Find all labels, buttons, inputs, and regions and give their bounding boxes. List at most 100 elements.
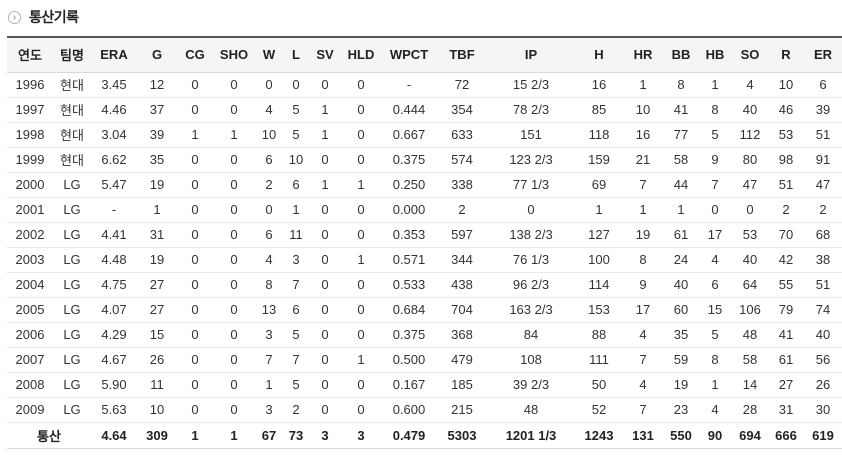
table-cell: 88	[575, 322, 623, 348]
table-cell: LG	[53, 222, 91, 248]
table-cell: 0	[177, 272, 213, 298]
table-cell: 현대	[53, 72, 91, 98]
table-cell: 1998	[7, 122, 53, 148]
table-cell: 7	[623, 172, 663, 198]
table-cell: 16	[575, 72, 623, 98]
table-cell: 0	[309, 72, 341, 98]
table-cell: 8	[699, 347, 731, 373]
table-cell: 185	[437, 372, 487, 398]
table-cell: 0	[699, 197, 731, 223]
total-cell: 1201 1/3	[487, 421, 575, 449]
table-cell: LG	[53, 247, 91, 273]
table-cell: 1	[575, 197, 623, 223]
total-cell: 619	[803, 421, 842, 449]
table-cell: 4.48	[91, 247, 137, 273]
table-cell: 1	[255, 372, 283, 398]
table-cell: 11	[137, 372, 177, 398]
table-cell: 2001	[7, 197, 53, 223]
table-cell: 5.90	[91, 372, 137, 398]
table-cell: 40	[803, 322, 842, 348]
table-cell: 26	[803, 372, 842, 398]
total-row-label: 통산	[7, 421, 91, 449]
table-cell: 479	[437, 347, 487, 373]
table-cell: 151	[487, 122, 575, 148]
table-cell: 1	[341, 172, 381, 198]
table-cell: 5	[283, 322, 309, 348]
table-cell: 6	[255, 147, 283, 173]
table-cell: 19	[137, 172, 177, 198]
table-cell: 19	[623, 222, 663, 248]
table-cell: 48	[487, 397, 575, 423]
total-cell: 3	[341, 421, 381, 449]
table-cell: 2004	[7, 272, 53, 298]
table-cell: 1	[213, 122, 255, 148]
table-cell: 27	[137, 272, 177, 298]
table-cell: 7	[623, 397, 663, 423]
table-cell: 1	[177, 122, 213, 148]
table-cell: 0.353	[381, 222, 437, 248]
table-cell: 5	[283, 372, 309, 398]
table-cell: 111	[575, 347, 623, 373]
table-cell: 4	[699, 247, 731, 273]
table-cell: 0	[309, 297, 341, 323]
table-cell: 0	[341, 97, 381, 123]
table-cell: 0	[213, 172, 255, 198]
table-cell: 10	[255, 122, 283, 148]
table-cell: 27	[137, 297, 177, 323]
table-cell: 4.41	[91, 222, 137, 248]
chevron-circle-icon: ›	[8, 10, 21, 24]
table-cell: 3	[255, 397, 283, 423]
total-cell: 666	[769, 421, 803, 449]
table-cell: 30	[803, 397, 842, 423]
table-cell: 3	[283, 247, 309, 273]
table-cell: 0	[177, 172, 213, 198]
table-row: 1999 현대 6.62 35 0 0 6 10 0 0 0.375 574 123 2/3 159 21 5…	[7, 147, 842, 173]
table-row: 2008 LG 5.90 11 0 0 1 5 0 0 0.167 185 39 2/3 50 4 19 1 14…	[7, 372, 842, 398]
table-cell: 84	[487, 322, 575, 348]
table-row: 2002 LG 4.41 31 0 0 6 11 0 0 0.353 597 138 2/3 127 19 6…	[7, 222, 842, 248]
table-cell: LG	[53, 272, 91, 298]
table-cell: 56	[803, 347, 842, 373]
table-cell: 60	[663, 297, 699, 323]
table-cell: 0	[309, 247, 341, 273]
column-header: CG	[177, 37, 213, 73]
table-cell: 15 2/3	[487, 72, 575, 98]
table-cell: 0	[341, 297, 381, 323]
table-cell: 39	[137, 122, 177, 148]
total-cell: 0.479	[381, 421, 437, 449]
table-cell: 41	[769, 322, 803, 348]
table-cell: 0	[255, 72, 283, 98]
table-row: 2006 LG 4.29 15 0 0 3 5 0 0 0.375 368 84 88 4 35 5 48 41 40	[7, 322, 842, 348]
table-cell: 19	[137, 247, 177, 273]
table-cell: 85	[575, 97, 623, 123]
table-cell: 35	[137, 147, 177, 173]
table-cell: 4.75	[91, 272, 137, 298]
table-cell: 704	[437, 297, 487, 323]
table-cell: 0	[213, 97, 255, 123]
table-cell: 0.533	[381, 272, 437, 298]
table-cell: 114	[575, 272, 623, 298]
table-row: 2007 LG 4.67 26 0 0 7 7 0 1 0.500 479 108 111 7 59 8 58 61…	[7, 347, 842, 373]
table-cell: 0	[487, 197, 575, 223]
table-row: 1998 현대 3.04 39 1 1 10 5 1 0 0.667 633 151 118 16 77 5 11…	[7, 122, 842, 148]
table-cell: 현대	[53, 147, 91, 173]
table-cell: 2	[255, 172, 283, 198]
table-cell: 2	[437, 197, 487, 223]
table-head: 연도 팀명 ERA G CG SHO W L SV HLD WPCT TBF IP H HR BB HB SO R E…	[7, 37, 842, 73]
table-cell: 0	[309, 372, 341, 398]
table-cell: 13	[255, 297, 283, 323]
table-cell: 31	[137, 222, 177, 248]
table-cell: 3.04	[91, 122, 137, 148]
table-cell: -	[381, 72, 437, 98]
table-cell: 96 2/3	[487, 272, 575, 298]
table-row: 2000 LG 5.47 19 0 0 2 6 1 1 0.250 338 77 1/3 69 7 44 7 47…	[7, 172, 842, 198]
table-cell: 4	[731, 72, 769, 98]
column-header: TBF	[437, 37, 487, 73]
table-cell: 3.45	[91, 72, 137, 98]
table-cell: 0	[177, 147, 213, 173]
column-header: H	[575, 37, 623, 73]
table-cell: 0	[309, 347, 341, 373]
header-row: 연도 팀명 ERA G CG SHO W L SV HLD WPCT TBF IP H HR BB HB SO R E…	[7, 37, 842, 73]
table-cell: 64	[731, 272, 769, 298]
table-cell: 9	[623, 272, 663, 298]
